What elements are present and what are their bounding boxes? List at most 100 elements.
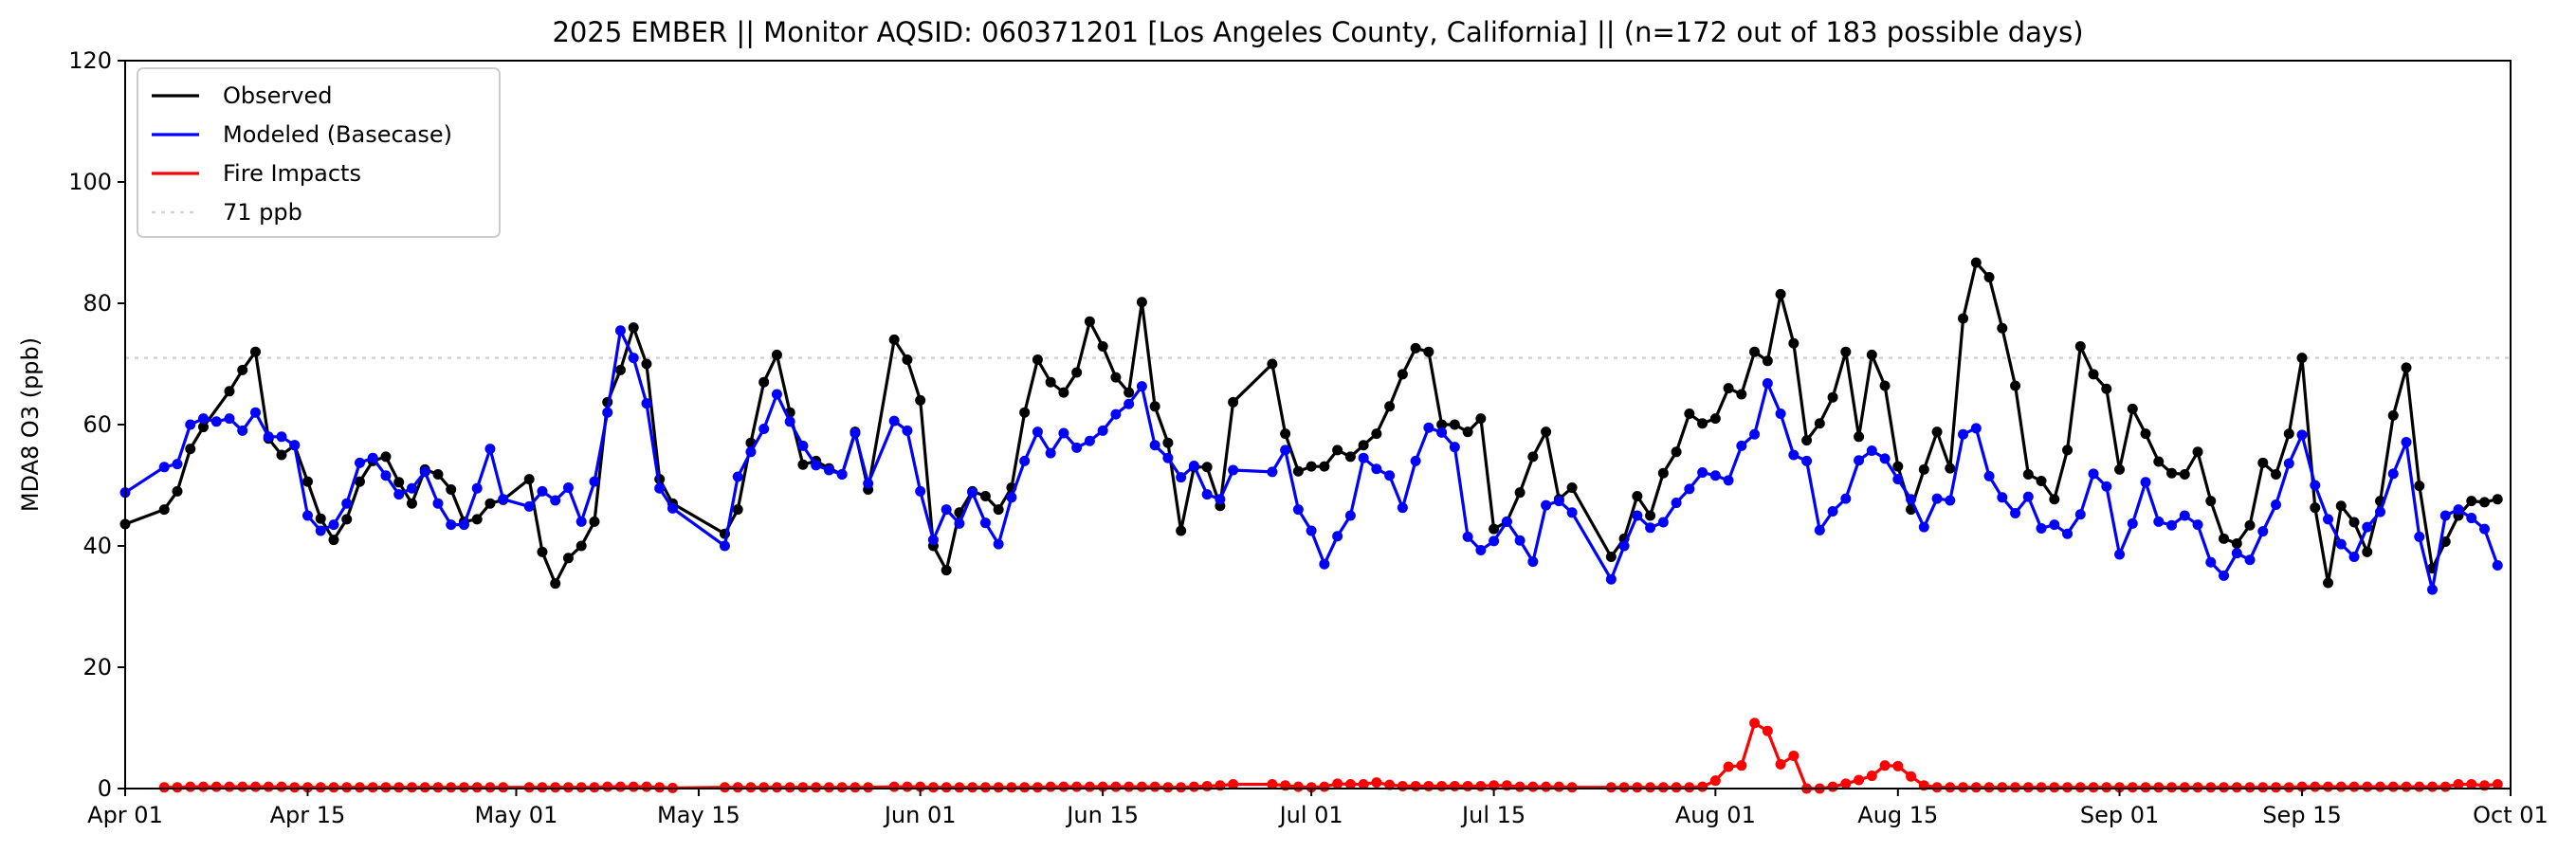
data-point-modeled-basecase [1958,428,1969,440]
data-point-observed [2179,468,2190,480]
data-point-modeled-basecase [301,510,313,521]
data-point-observed [315,513,326,524]
data-point-observed [1997,322,2008,334]
data-point-observed [432,468,444,480]
data-point-observed [1723,383,1734,394]
data-point-observed [1371,428,1382,440]
data-point-fire-impacts [2231,782,2242,793]
data-point-modeled-basecase [458,519,469,531]
data-point-modeled-basecase [2310,480,2321,491]
x-tick-label: Sep 15 [2262,802,2341,828]
data-point-modeled-basecase [224,413,235,425]
data-point-fire-impacts [758,782,770,793]
data-point-fire-impacts [797,782,809,793]
data-point-modeled-basecase [2296,429,2308,441]
data-point-fire-impacts [562,782,574,793]
data-point-modeled-basecase [641,398,652,409]
data-point-modeled-basecase [537,485,548,497]
y-tick-label: 60 [82,411,112,438]
data-point-fire-impacts [927,782,939,793]
y-tick-label: 100 [68,169,112,195]
data-point-fire-impacts [745,782,757,793]
data-point-observed [2153,456,2165,467]
data-point-modeled-basecase [1071,442,1083,453]
data-point-fire-impacts [1397,780,1408,791]
data-point-modeled-basecase [1762,377,1773,389]
data-point-modeled-basecase [1489,535,1500,547]
data-point-modeled-basecase [2192,519,2203,531]
data-point-modeled-basecase [446,519,457,531]
data-point-modeled-basecase [2453,504,2464,516]
data-point-fire-impacts [1566,782,1578,793]
data-point-observed [1410,342,1421,354]
data-point-modeled-basecase [263,431,274,443]
data-point-modeled-basecase [1541,499,1552,511]
data-point-fire-impacts [2244,782,2256,793]
data-point-modeled-basecase [2401,437,2412,448]
data-point-fire-impacts [1840,778,1852,789]
data-point-modeled-basecase [1527,556,1539,568]
data-point-fire-impacts [328,782,339,793]
data-point-observed [614,364,626,375]
data-point-fire-impacts [484,782,496,793]
data-point-fire-impacts [2414,781,2425,792]
data-point-fire-impacts [2401,781,2412,792]
data-point-fire-impacts [2375,781,2386,792]
data-point-fire-impacts [210,781,222,792]
data-point-modeled-basecase [2466,513,2477,524]
data-point-modeled-basecase [1332,531,1343,542]
data-point-modeled-basecase [1736,440,1747,451]
data-point-observed [1945,463,1956,474]
data-point-fire-impacts [1958,782,1969,793]
data-point-modeled-basecase [1697,467,1708,479]
data-point-fire-impacts [1188,781,1199,792]
data-point-observed [993,504,1004,516]
data-point-observed [2387,409,2399,421]
data-point-fire-impacts [614,781,626,792]
x-tick-label: Jun 15 [1065,802,1139,828]
data-point-observed [537,546,548,557]
data-point-fire-impacts [197,781,209,792]
data-point-observed [1632,491,1643,502]
y-tick-label: 120 [68,47,112,74]
data-point-fire-impacts [641,781,652,792]
data-point-observed [1983,271,1995,282]
data-point-modeled-basecase [550,495,561,506]
data-point-observed [380,451,392,463]
data-point-fire-impacts [1671,782,1682,793]
data-point-fire-impacts [2492,779,2503,790]
data-point-modeled-basecase [1840,493,1852,504]
data-point-modeled-basecase [823,464,834,476]
data-point-observed [2335,500,2347,512]
data-point-modeled-basecase [654,482,666,494]
data-point-modeled-basecase [2492,559,2503,571]
data-point-observed [1136,297,1147,308]
data-point-modeled-basecase [1501,516,1512,527]
data-point-fire-impacts [315,782,326,793]
data-point-fire-impacts [2127,782,2138,793]
data-point-fire-impacts [1541,781,1552,792]
data-point-observed [1384,401,1396,412]
data-point-fire-impacts [1319,781,1330,792]
data-point-fire-impacts [301,782,313,793]
data-point-fire-impacts [406,782,417,793]
data-point-fire-impacts [185,781,196,792]
data-point-fire-impacts [1176,782,1187,793]
data-point-modeled-basecase [1358,452,1369,463]
data-point-observed [1058,387,1069,398]
data-point-modeled-basecase [2427,584,2439,595]
data-point-observed [1292,465,1304,477]
data-point-observed [2401,362,2412,373]
data-point-modeled-basecase [797,440,809,451]
data-point-modeled-basecase [1709,470,1721,481]
data-point-fire-impacts [575,782,587,793]
data-point-modeled-basecase [1514,535,1526,546]
data-point-fire-impacts [1071,781,1083,792]
data-point-fire-impacts [1879,760,1891,771]
data-point-modeled-basecase [2179,510,2190,521]
legend-label: Modeled (Basecase) [223,121,452,148]
data-point-modeled-basecase [1019,455,1031,466]
data-point-modeled-basecase [2323,514,2334,525]
data-point-fire-impacts [1892,760,1904,771]
data-point-observed [1958,313,1969,324]
